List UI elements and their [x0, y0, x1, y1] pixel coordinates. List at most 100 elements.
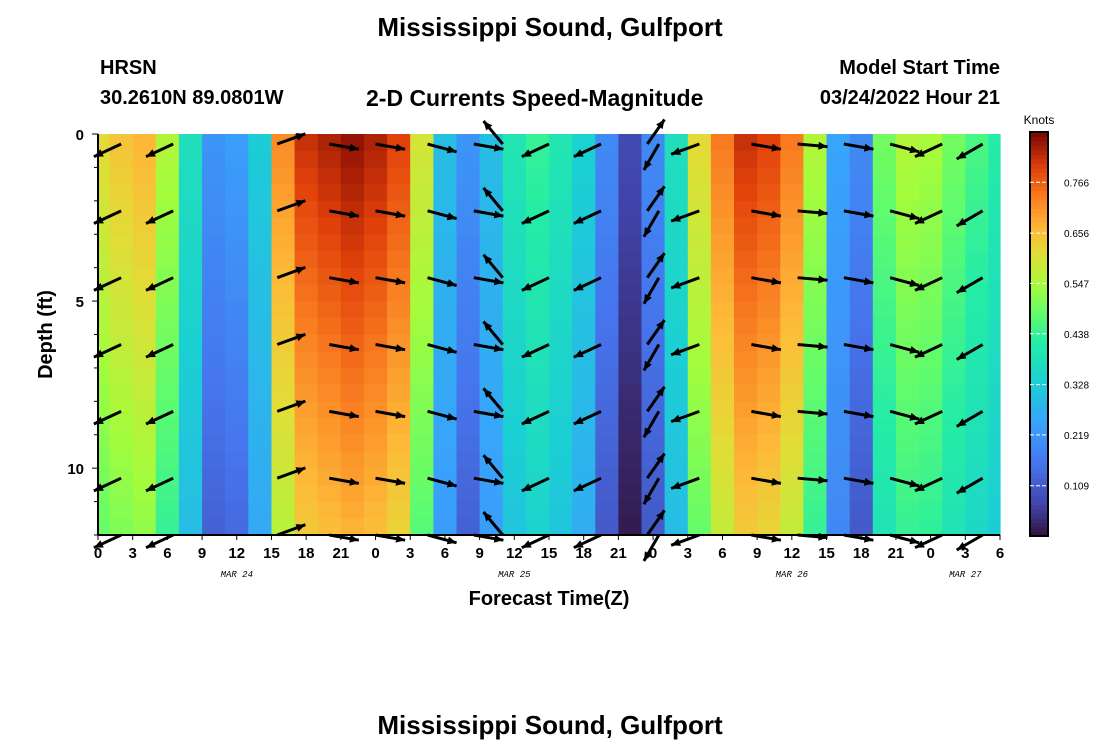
vector-head: [446, 412, 457, 421]
colorbar-segment: [1030, 334, 1048, 340]
heatmap-cell: [919, 418, 943, 436]
heatmap-cell: [387, 367, 411, 386]
heatmap-cell: [225, 317, 249, 336]
heatmap-cell: [271, 301, 296, 319]
heatmap-cell: [664, 367, 689, 386]
heatmap-cell: [294, 418, 319, 436]
current-vector: [914, 476, 943, 493]
heatmap-cell: [387, 501, 411, 519]
heatmap-cell: [109, 501, 134, 519]
heatmap-cell: [479, 351, 504, 369]
heatmap-cell: [549, 200, 573, 219]
heatmap-cell: [387, 434, 411, 453]
heatmap-cell: [895, 351, 920, 369]
heatmap-cell: [271, 384, 296, 402]
heatmap-cell: [248, 217, 272, 235]
heatmap-cell: [387, 251, 411, 269]
heatmap-cell: [525, 518, 550, 536]
model-start-value: 03/24/2022 Hour 21: [819, 87, 1000, 109]
heatmap-cell: [225, 301, 249, 319]
vector-head: [643, 494, 652, 505]
x-tick-label: 15: [541, 545, 558, 562]
heatmap-cell: [271, 251, 296, 269]
heatmap-cell: [294, 384, 319, 402]
heatmap-cell: [502, 184, 527, 202]
vector-head: [349, 210, 359, 219]
heatmap-cell: [988, 334, 1001, 352]
vector-head: [643, 551, 652, 561]
heatmap-cell: [803, 401, 828, 419]
current-vector: [573, 409, 602, 426]
heatmap-cell: [572, 518, 596, 536]
heatmap-cell: [988, 518, 1001, 536]
heatmap-cell: [549, 217, 573, 235]
heatmap-cell: [387, 167, 411, 185]
heatmap-cell: [849, 434, 874, 453]
heatmap-cell: [364, 251, 388, 269]
colorbar-segment: [1030, 365, 1048, 371]
heatmap-cell: [502, 217, 527, 235]
heatmap-cell: [225, 167, 249, 185]
heatmap-cell: [456, 484, 481, 503]
heatmap-cell: [710, 518, 735, 536]
heatmap-cell: [410, 217, 434, 235]
heatmap-cell: [202, 251, 226, 269]
heatmap-cell: [734, 384, 758, 402]
heatmap-cell: [942, 501, 966, 519]
current-vector: [427, 276, 457, 287]
heatmap-cell: [988, 251, 1001, 269]
heatmap-cell: [965, 518, 989, 536]
colorbar-segment: [1030, 185, 1048, 191]
heatmap-cell: [225, 468, 249, 486]
heatmap-cell: [803, 251, 828, 269]
heatmap-cell: [502, 351, 527, 369]
heatmap-cell: [317, 384, 342, 402]
heatmap-cell: [849, 501, 874, 519]
heatmap-cell: [780, 217, 804, 235]
heatmap-cell: [502, 301, 527, 319]
heatmap-cell: [965, 267, 989, 285]
heatmap-cell: [965, 434, 989, 453]
heatmap-cell: [178, 484, 203, 503]
heatmap-cell: [710, 434, 735, 453]
heatmap-cell: [340, 217, 365, 235]
heatmap-cell: [687, 418, 712, 436]
heatmap-cell: [294, 317, 319, 336]
vector-head: [915, 483, 925, 491]
heatmap-cell: [317, 434, 342, 453]
current-vector: [642, 143, 661, 171]
heatmap-cell: [549, 367, 573, 386]
current-vector: [375, 209, 406, 219]
current-vector: [955, 209, 984, 228]
vector-head: [493, 534, 504, 543]
heatmap-cell: [155, 518, 180, 536]
colorbar-tick-label: 0.219: [1064, 431, 1089, 442]
heatmap-cell: [849, 284, 874, 302]
heatmap-cell: [710, 284, 735, 302]
heatmap-cell: [410, 518, 434, 536]
heatmap-cell: [364, 284, 388, 302]
heatmap-cell: [710, 418, 735, 436]
heatmap-cell: [340, 234, 365, 252]
heatmap-cell: [687, 518, 712, 536]
heatmap-cell: [595, 150, 619, 168]
colorbar-segment: [1030, 248, 1048, 254]
colorbar-segment: [1030, 441, 1048, 447]
heatmap-cell: [456, 518, 481, 536]
colorbar-segment: [1030, 500, 1048, 506]
heatmap-cell: [202, 284, 226, 302]
heatmap-cell: [872, 351, 897, 369]
heatmap-cell: [502, 518, 527, 536]
heatmap-cell: [757, 167, 781, 185]
current-vector: [843, 476, 874, 486]
heatmap-cell: [664, 384, 689, 402]
heatmap-cell: [433, 451, 458, 469]
chart-subtitle: 2-D Currents Speed-Magnitude: [366, 85, 704, 111]
heatmap-cell: [664, 418, 689, 436]
heatmap-cell: [572, 267, 596, 285]
heatmap-cell: [271, 234, 296, 252]
colorbar-segment: [1030, 212, 1048, 218]
heatmap-cell: [294, 518, 319, 536]
heatmap-cell: [826, 351, 851, 369]
heatmap-cell: [734, 200, 758, 219]
